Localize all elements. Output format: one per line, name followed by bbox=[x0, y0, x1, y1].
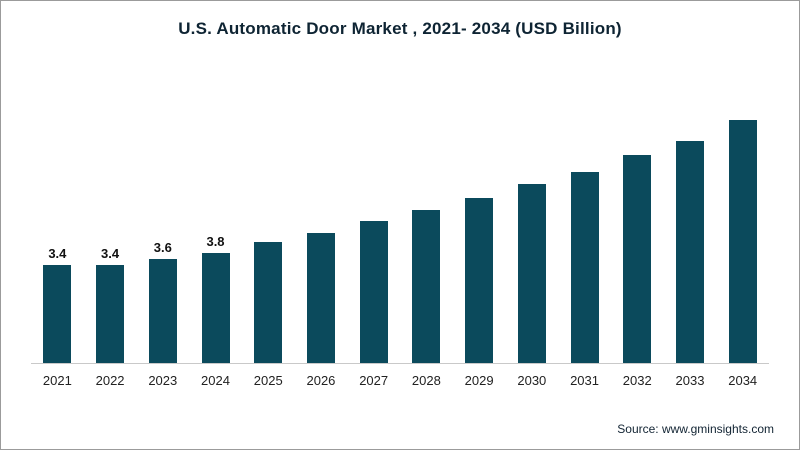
bar bbox=[570, 172, 599, 363]
bar-group: 3.4 bbox=[84, 104, 137, 363]
x-tick-label: 2025 bbox=[253, 373, 283, 388]
bar-value-label: 3.4 bbox=[48, 246, 67, 261]
bar-group bbox=[347, 104, 400, 363]
bar-group bbox=[505, 104, 558, 363]
plot-area: 3.4 3.4 3.6 3.8 bbox=[31, 104, 769, 364]
bar-value-label: 3.4 bbox=[101, 246, 120, 261]
x-tick-label: 2029 bbox=[464, 373, 494, 388]
x-tick-label: 2030 bbox=[517, 373, 547, 388]
bar bbox=[254, 242, 283, 363]
bar-group bbox=[453, 104, 506, 363]
bar bbox=[359, 221, 388, 363]
bar bbox=[623, 155, 652, 363]
source-credit: Source: www.gminsights.com bbox=[617, 422, 774, 436]
bar bbox=[517, 184, 546, 363]
x-tick-label: 2023 bbox=[148, 373, 178, 388]
bar-group: 3.6 bbox=[136, 104, 189, 363]
x-tick-label: 2021 bbox=[42, 373, 72, 388]
chart-title: U.S. Automatic Door Market , 2021- 2034 … bbox=[178, 19, 622, 38]
bar-value-label: 3.6 bbox=[153, 240, 172, 255]
bar-value-label: 3.8 bbox=[206, 234, 225, 249]
x-tick-label: 2031 bbox=[570, 373, 599, 388]
bar bbox=[675, 141, 704, 363]
bar bbox=[412, 210, 441, 363]
x-tick-label: 2022 bbox=[95, 373, 125, 388]
bar-group bbox=[242, 104, 295, 363]
x-tick-label: 2032 bbox=[622, 373, 652, 388]
x-tick-label: 2026 bbox=[306, 373, 336, 388]
x-axis-labels: 2021 2022 2023 2024 2025 2026 2027 2028 2029 2030… bbox=[31, 364, 769, 388]
bar bbox=[465, 198, 494, 363]
bar-group bbox=[611, 104, 664, 363]
bar-group bbox=[558, 104, 611, 363]
bar bbox=[96, 265, 125, 363]
x-tick-label: 2028 bbox=[411, 373, 441, 388]
bar-group bbox=[716, 104, 769, 363]
x-tick-label: 2024 bbox=[201, 373, 230, 388]
bar bbox=[43, 265, 72, 363]
bar bbox=[306, 233, 335, 363]
x-tick-label: 2033 bbox=[675, 373, 705, 388]
x-tick-label: 2027 bbox=[359, 373, 389, 388]
x-tick-label: 2034 bbox=[728, 373, 758, 388]
bar-group bbox=[664, 104, 717, 363]
bar bbox=[148, 259, 177, 363]
bar-chart: 3.4 3.4 3.6 3.8 2021 2022 2023 2024 2025 2026 202… bbox=[31, 104, 769, 388]
bar bbox=[201, 253, 230, 363]
bar-group: 3.8 bbox=[189, 104, 242, 363]
bar-group: 3.4 bbox=[31, 104, 84, 363]
bar bbox=[728, 120, 757, 363]
bar-group bbox=[295, 104, 348, 363]
bar-group bbox=[400, 104, 453, 363]
